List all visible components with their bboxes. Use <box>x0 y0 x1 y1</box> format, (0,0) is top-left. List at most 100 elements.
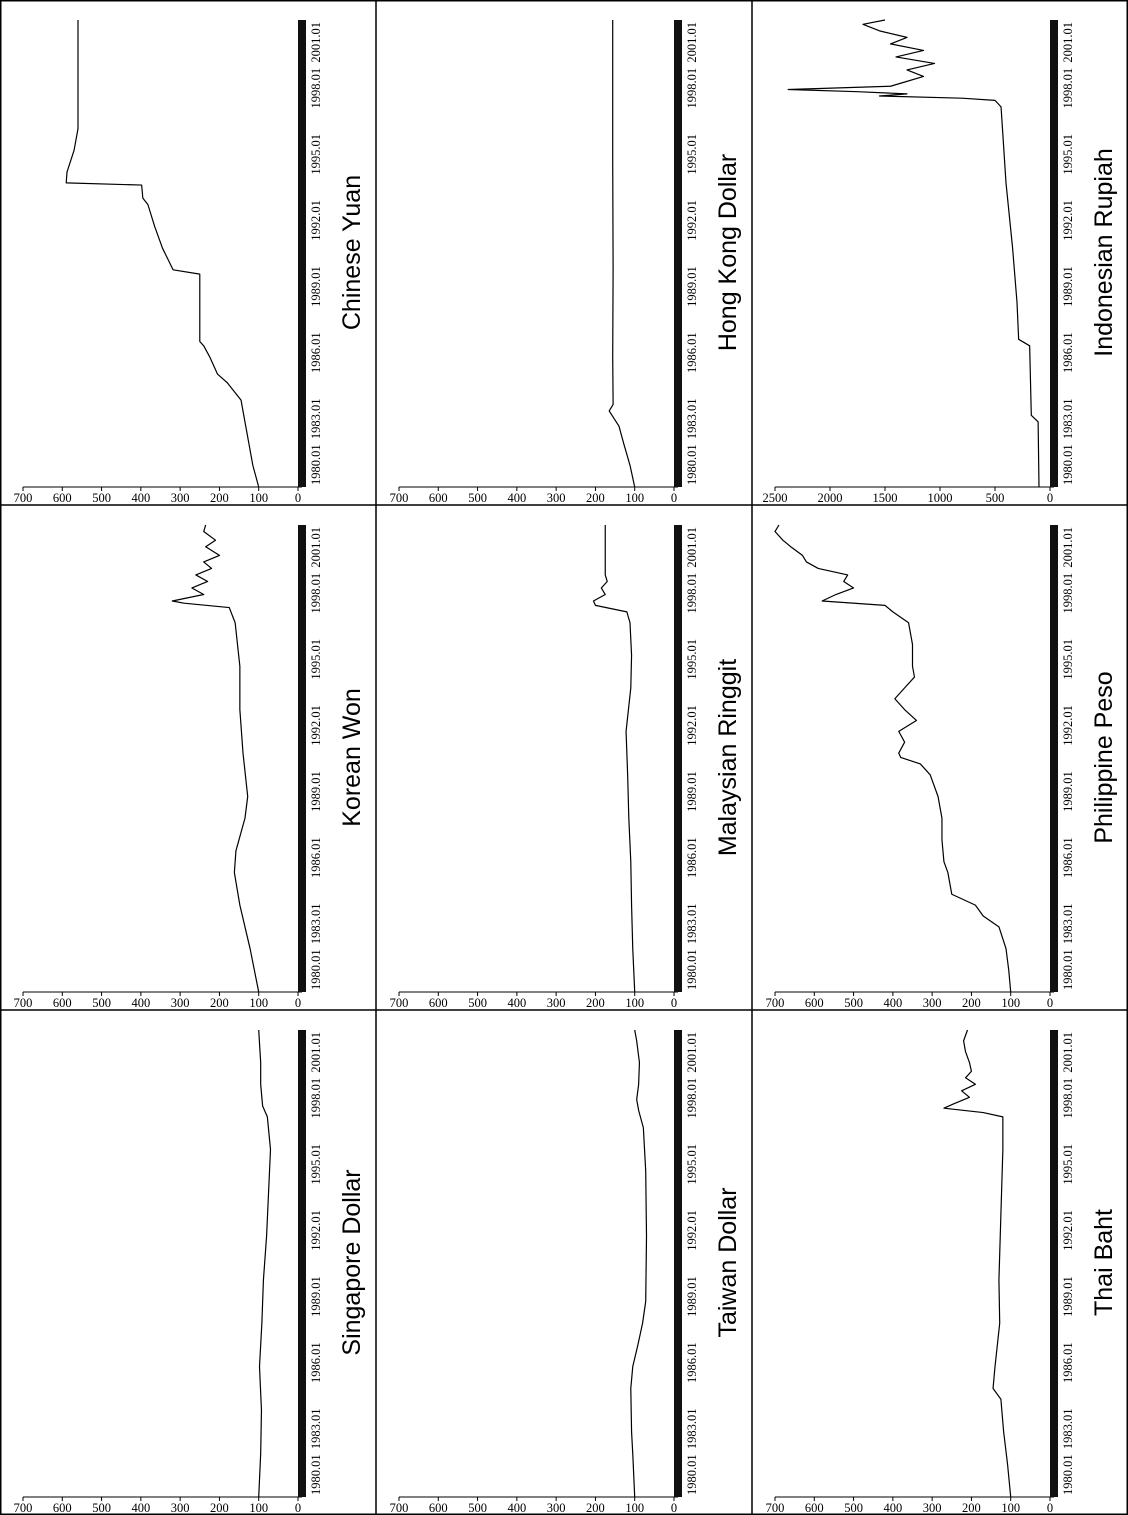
series-line <box>65 20 260 488</box>
x-tick-label: 1992.01 <box>1061 1210 1075 1251</box>
x-tick-label: 1989.01 <box>1061 266 1075 307</box>
y-tick-label: 300 <box>547 1501 566 1515</box>
y-tick-label: 1000 <box>928 491 953 505</box>
x-tick-label: 1989.01 <box>309 266 323 307</box>
y-tick-label: 600 <box>53 491 72 505</box>
series-line <box>774 524 1012 993</box>
y-tick-label: 500 <box>844 1501 863 1515</box>
chart-panel: 0 100 200 300 400 500 600 700 1980.01 1983.01 1986… <box>766 524 1118 1010</box>
y-tick-label: 200 <box>210 996 229 1010</box>
x-tick-label: 2001.01 <box>309 527 323 568</box>
y-tick-label: 300 <box>547 996 566 1010</box>
x-axis-bar <box>674 20 682 487</box>
series-line <box>608 20 636 488</box>
y-tick-label: 300 <box>923 996 942 1010</box>
x-tick-label: 1998.01 <box>309 68 323 109</box>
x-tick-label: 1989.01 <box>309 1276 323 1317</box>
x-tick-label: 2001.01 <box>685 1032 699 1073</box>
x-tick-label: 1983.01 <box>685 399 699 440</box>
panel-title: Taiwan Dollar <box>714 1187 742 1337</box>
y-tick-label: 100 <box>625 996 644 1010</box>
y-tick-label: 1500 <box>873 491 898 505</box>
x-tick-label: 1992.01 <box>1061 705 1075 746</box>
y-tick-label: 200 <box>210 1501 229 1515</box>
y-tick-label: 300 <box>171 996 190 1010</box>
x-tick-label: 1986.01 <box>1061 332 1075 373</box>
y-tick-label: 300 <box>171 1501 190 1515</box>
x-axis-bar <box>298 525 306 992</box>
x-tick-label: 1992.01 <box>1061 200 1075 241</box>
x-tick-label: 1995.01 <box>685 1144 699 1185</box>
x-tick-label: 1983.01 <box>685 904 699 945</box>
y-tick-label: 500 <box>92 996 111 1010</box>
chart-panel: 0 100 200 300 400 500 600 700 1980.01 1983.01 1986… <box>390 20 742 505</box>
y-tick-label: 100 <box>249 1501 268 1515</box>
series-line <box>592 525 636 993</box>
series-line <box>630 1029 648 1498</box>
panel-title: Philippine Peso <box>1090 671 1118 843</box>
y-tick-label: 200 <box>586 491 605 505</box>
panel-title: Korean Won <box>338 688 366 827</box>
y-tick-label: 600 <box>429 1501 448 1515</box>
x-tick-label: 1995.01 <box>309 1144 323 1185</box>
y-tick-label: 100 <box>249 996 268 1010</box>
x-tick-label: 1983.01 <box>309 1409 323 1450</box>
chart-panel: 0 100 200 300 400 500 600 700 1980.01 1983.01 1986… <box>14 524 366 1010</box>
x-tick-label: 1998.01 <box>1061 1078 1075 1119</box>
y-tick-label: 0 <box>295 491 301 505</box>
x-tick-label: 1983.01 <box>309 904 323 945</box>
y-tick-label: 700 <box>766 1501 785 1515</box>
y-tick-label: 700 <box>390 491 409 505</box>
x-tick-label: 1983.01 <box>309 399 323 440</box>
x-tick-label: 1980.01 <box>1061 1454 1075 1495</box>
y-tick-label: 500 <box>986 491 1005 505</box>
x-tick-label: 1986.01 <box>685 332 699 373</box>
x-tick-label: 1995.01 <box>309 639 323 680</box>
panel-title: Hong Kong Dollar <box>714 154 742 351</box>
x-tick-label: 1986.01 <box>1061 837 1075 878</box>
x-tick-label: 1995.01 <box>685 134 699 175</box>
y-tick-label: 0 <box>1047 1501 1053 1515</box>
y-tick-label: 300 <box>547 491 566 505</box>
x-tick-label: 1998.01 <box>309 573 323 614</box>
x-tick-label: 1992.01 <box>309 200 323 241</box>
panel-title: Thai Baht <box>1090 1209 1118 1316</box>
x-tick-label: 1995.01 <box>1061 134 1075 175</box>
x-tick-label: 2001.01 <box>685 527 699 568</box>
y-tick-label: 0 <box>671 1501 677 1515</box>
chart-panel: 0 100 200 300 400 500 600 700 1980.01 1983.01 1986… <box>14 1029 366 1515</box>
y-tick-label: 0 <box>1047 996 1053 1010</box>
x-tick-label: 1989.01 <box>685 771 699 812</box>
y-tick-label: 200 <box>962 1501 981 1515</box>
x-axis-bar <box>1050 1030 1058 1497</box>
x-tick-label: 1998.01 <box>685 573 699 614</box>
chart-panel: 0 100 200 300 400 500 600 700 1980.01 1983.01 1986… <box>390 1029 742 1515</box>
x-axis-bar <box>1050 525 1058 992</box>
x-tick-label: 1989.01 <box>1061 771 1075 812</box>
x-tick-label: 1986.01 <box>309 1342 323 1383</box>
y-tick-label: 500 <box>468 996 487 1010</box>
x-tick-label: 1998.01 <box>1061 573 1075 614</box>
x-tick-label: 1980.01 <box>685 949 699 990</box>
y-tick-label: 500 <box>92 491 111 505</box>
x-tick-label: 1989.01 <box>685 266 699 307</box>
x-tick-label: 1980.01 <box>309 949 323 990</box>
chart-panel: 0 500 1000 1500 2000 2500 1980.01 1983.01 1986.0… <box>763 19 1118 505</box>
x-tick-label: 1995.01 <box>309 134 323 175</box>
y-tick-label: 700 <box>390 996 409 1010</box>
y-tick-label: 400 <box>507 491 526 505</box>
x-tick-label: 1995.01 <box>685 639 699 680</box>
x-tick-label: 2001.01 <box>309 1032 323 1073</box>
y-tick-label: 700 <box>390 1501 409 1515</box>
x-tick-label: 1986.01 <box>1061 1342 1075 1383</box>
x-tick-label: 1992.01 <box>685 1210 699 1251</box>
y-tick-label: 100 <box>249 491 268 505</box>
y-tick-label: 700 <box>766 996 785 1010</box>
x-tick-label: 1992.01 <box>685 200 699 241</box>
y-tick-label: 400 <box>883 996 902 1010</box>
y-tick-label: 200 <box>962 996 981 1010</box>
y-tick-label: 200 <box>210 491 229 505</box>
